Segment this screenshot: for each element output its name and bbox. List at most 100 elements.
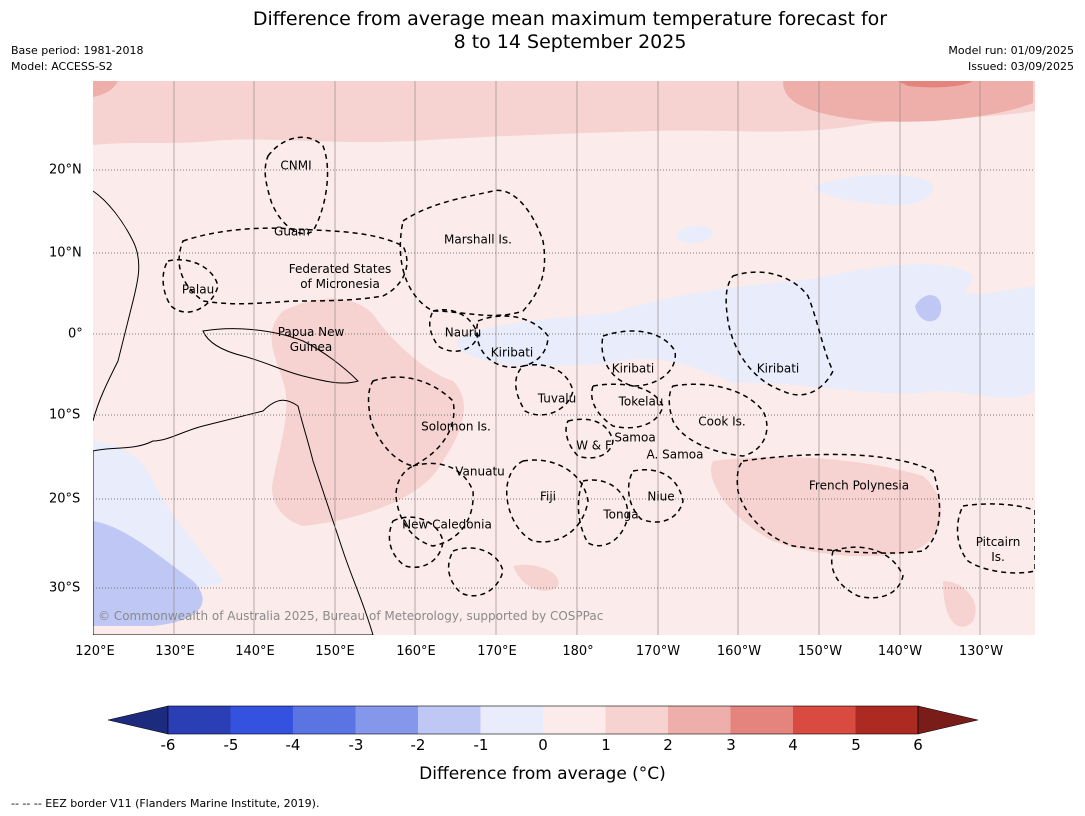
- eez-cnmi: [264, 136, 329, 235]
- place-french-polynesia: French Polynesia: [808, 478, 910, 493]
- colorbar-tick: -6: [160, 736, 176, 754]
- colorbar-tick: 4: [788, 736, 798, 754]
- colorbar-label: Difference from average (°C): [419, 764, 666, 784]
- lon-label-170e: 170°E: [477, 644, 517, 659]
- lat-label-20s: 20°S: [49, 491, 81, 507]
- copyright-notice: © Commonwealth of Australia 2025, Bureau…: [98, 609, 604, 623]
- colorbar-extend-high: [917, 705, 978, 735]
- lon-label-130e: 130°E: [155, 644, 195, 659]
- colorbar-tick: 5: [851, 736, 861, 754]
- place-fsm: Federated States of Micronesia: [289, 262, 391, 292]
- place-samoa: Samoa: [614, 430, 656, 445]
- place-kiribati-east: Kiribati: [756, 361, 800, 376]
- place-fsm-line2: of Micronesia: [300, 277, 380, 291]
- colorbar-tick: -5: [223, 736, 239, 754]
- place-american-samoa: A. Samoa: [646, 447, 704, 462]
- place-tonga: Tonga: [603, 507, 639, 522]
- lat-gridlines: [93, 169, 1035, 589]
- base-period: Base period: 1981-2018: [11, 44, 144, 57]
- lon-label-160e: 160°E: [396, 644, 436, 659]
- eez-new-caledonia: [388, 516, 444, 568]
- anomaly-cool-2-1-equatorial: [915, 295, 942, 322]
- place-nauru: Nauru: [444, 325, 482, 340]
- place-new-caledonia: New Caledonia: [402, 517, 492, 532]
- eez-south-2: [831, 546, 904, 599]
- eez-fiji: [506, 459, 589, 543]
- lat-label-20n: 20°N: [49, 162, 82, 178]
- colorbar-tick: 6: [913, 736, 923, 754]
- lon-gridlines: [173, 81, 981, 635]
- place-guam: Guam: [274, 224, 310, 239]
- place-fiji: Fiji: [539, 489, 557, 504]
- anomaly-cool-n2: [678, 225, 713, 244]
- lon-label-120e: 120°E: [75, 644, 115, 659]
- colorbar-tick: -1: [473, 736, 489, 754]
- place-marshall: Marshall Is.: [444, 232, 512, 247]
- place-vanuatu: Vanuatu: [455, 464, 505, 479]
- eez-footnote: -- -- -- EEZ border V11 (Flanders Marine…: [11, 797, 320, 810]
- colorbar-segment-10: [730, 706, 793, 734]
- colorbar-tick: -2: [410, 736, 426, 754]
- lon-label-140w: 140°W: [877, 644, 923, 659]
- colorbar-segment-3: [293, 706, 356, 734]
- lat-label-0: 0°: [68, 326, 83, 342]
- colorbar-segment-12: [855, 706, 918, 734]
- eez-solomon: [367, 376, 455, 467]
- eez-vanuatu: [395, 462, 474, 547]
- eez-niue: [627, 469, 684, 523]
- title-line-1: Difference from average mean maximum tem…: [252, 8, 888, 30]
- place-pitcairn: Pitcairn Is.: [976, 535, 1021, 565]
- place-palau: Palau: [181, 282, 215, 297]
- eez-fsm: [178, 227, 408, 305]
- place-pitcairn-line2: Is.: [991, 550, 1005, 564]
- place-niue: Niue: [647, 489, 675, 504]
- colorbar-segment-1: [168, 706, 231, 734]
- model-name: Model: ACCESS-S2: [11, 60, 113, 73]
- lon-label-160w: 160°W: [716, 644, 762, 659]
- colorbar-segment-2: [230, 706, 293, 734]
- map-svg: [93, 81, 1035, 635]
- anomaly-3-4-north: [898, 81, 973, 88]
- eez-tonga: [577, 479, 629, 547]
- anomaly-1-2-polynesia: [711, 456, 942, 557]
- colorbar-tick: 2: [663, 736, 673, 754]
- colorbar-segment-9: [668, 706, 731, 734]
- lon-label-140e: 140°E: [235, 644, 275, 659]
- colorbar-outline: [167, 705, 919, 735]
- australia-coastline: [93, 399, 374, 635]
- place-kiribati-central: Kiribati: [611, 361, 655, 376]
- eez-marshall: [399, 189, 546, 317]
- place-cnmi: CNMI: [280, 158, 312, 173]
- eez-tuvalu: [515, 364, 574, 416]
- colorbar-tick: 1: [601, 736, 611, 754]
- place-png-line1: Papua New: [277, 325, 345, 339]
- lon-label-150w: 150°W: [797, 644, 843, 659]
- anomaly-cool-2-1-sw: [93, 521, 203, 626]
- lon-label-150e: 150°E: [315, 644, 355, 659]
- colorbar-segment-7: [543, 706, 606, 734]
- place-cook: Cook Is.: [698, 414, 746, 429]
- eez-pitcairn: [956, 503, 1035, 574]
- colorbar-tick: -3: [348, 736, 364, 754]
- anomaly-1-2-south: [513, 564, 559, 591]
- meta-right: Model run: 01/09/2025 Issued: 03/09/2025: [948, 43, 1074, 75]
- colorbar: [108, 705, 978, 735]
- meta-left: Base period: 1981-2018 Model: ACCESS-S2: [11, 43, 143, 75]
- colorbar-segment-4: [355, 706, 418, 734]
- lat-label-30s: 30°S: [49, 580, 81, 596]
- colorbar-segment-8: [605, 706, 668, 734]
- title-line-2: 8 to 14 September 2025: [453, 31, 687, 53]
- anomaly-1-2-se: [943, 581, 976, 627]
- place-wallis-futuna: W & F: [576, 438, 612, 453]
- place-fsm-line1: Federated States: [288, 262, 392, 276]
- anomaly-cool-equatorial: [456, 264, 1035, 398]
- map-area: [93, 81, 1035, 635]
- place-kiribati-west: Kiribati: [490, 345, 534, 360]
- place-pitcairn-line1: Pitcairn: [975, 535, 1021, 549]
- colorbar-tick: -4: [285, 736, 301, 754]
- new-guinea-coastline: [202, 328, 359, 384]
- place-png-line2: Guinea: [289, 340, 333, 354]
- eez-french-polynesia: [736, 453, 941, 554]
- place-tokelau: Tokelau: [618, 394, 664, 409]
- anomaly-cool-n1: [813, 174, 934, 206]
